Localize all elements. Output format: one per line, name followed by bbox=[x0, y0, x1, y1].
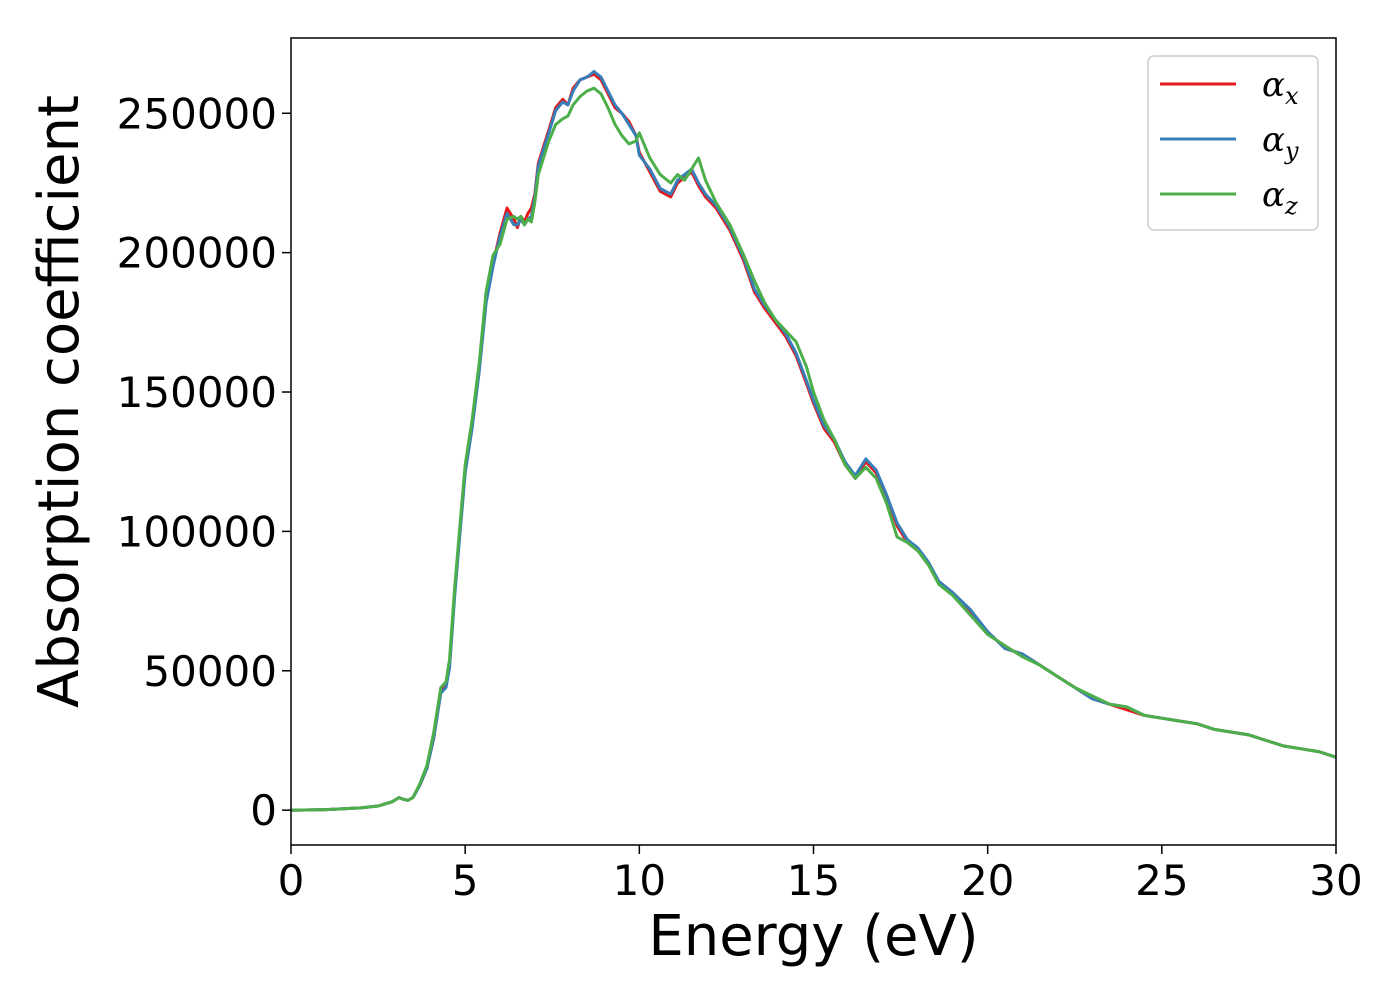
y-tick-label: 50000 bbox=[143, 647, 277, 696]
y-axis-title: Absorption coefficient bbox=[27, 95, 92, 708]
y-tick-label: 250000 bbox=[117, 89, 277, 138]
x-axis-title: Energy (eV) bbox=[648, 904, 978, 969]
plot-area bbox=[291, 70, 1336, 812]
y-tick-label: 0 bbox=[250, 786, 277, 835]
x-tick-label: 25 bbox=[1135, 856, 1188, 905]
x-tick-label: 15 bbox=[787, 856, 840, 905]
series-line-z bbox=[291, 86, 1336, 812]
x-axis: 0 5 10 15 20 25 30 bbox=[278, 845, 1363, 905]
x-tick-label: 5 bbox=[452, 856, 479, 905]
legend-label-z: αz bbox=[1262, 175, 1298, 220]
y-tick-label: 200000 bbox=[117, 229, 277, 278]
x-tick-label: 10 bbox=[613, 856, 666, 905]
legend-label-x: αx bbox=[1262, 65, 1299, 110]
y-tick-label: 150000 bbox=[117, 368, 277, 417]
legend: αx αy αz bbox=[1147, 55, 1319, 231]
legend-box bbox=[1147, 55, 1319, 231]
y-axis: 0 50000 100000 150000 200000 250000 bbox=[117, 89, 291, 835]
y-tick-label: 100000 bbox=[117, 507, 277, 556]
x-tick-label: 30 bbox=[1309, 856, 1362, 905]
x-tick-label: 0 bbox=[278, 856, 305, 905]
legend-label-y: αy bbox=[1262, 120, 1299, 165]
x-tick-label: 20 bbox=[961, 856, 1014, 905]
